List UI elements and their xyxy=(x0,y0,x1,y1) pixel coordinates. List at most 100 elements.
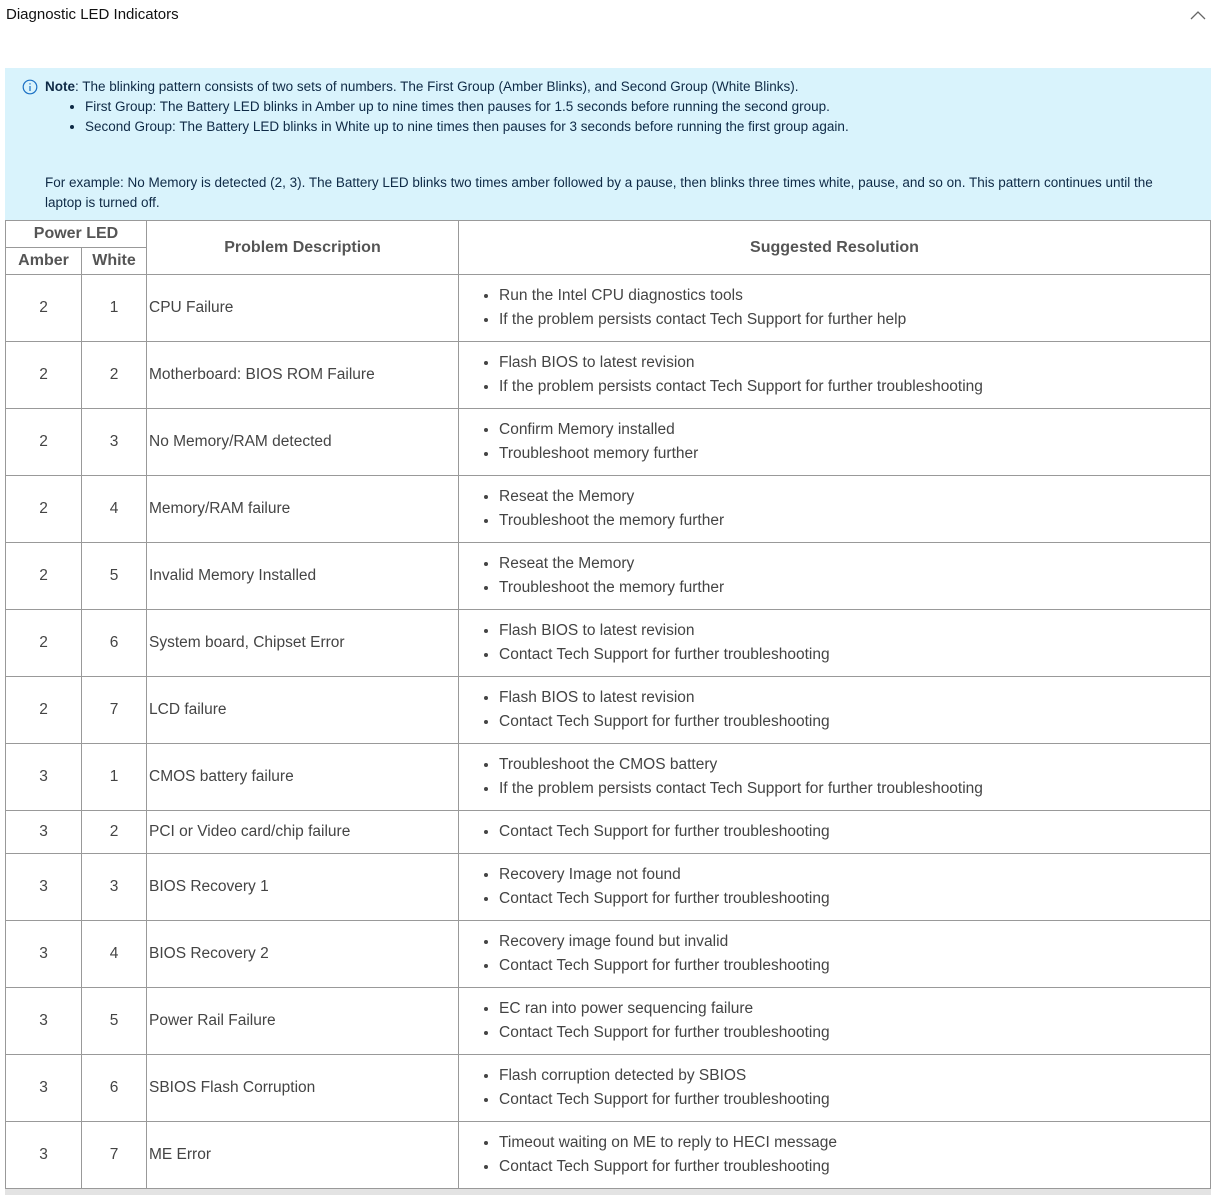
resolution-item: Troubleshoot memory further xyxy=(499,442,1210,466)
header-white: White xyxy=(81,247,147,275)
resolution-item: Confirm Memory installed xyxy=(499,418,1210,442)
amber-count: 3 xyxy=(5,743,82,811)
white-count: 2 xyxy=(81,810,147,854)
header-problem: Problem Description xyxy=(146,220,459,275)
info-icon xyxy=(22,79,38,95)
white-count: 5 xyxy=(81,987,147,1055)
resolution-item: Contact Tech Support for further trouble… xyxy=(499,1088,1210,1112)
suggested-resolution: Reseat the MemoryTroubleshoot the memory… xyxy=(458,475,1211,543)
resolution-item: Flash BIOS to latest revision xyxy=(499,351,1210,375)
white-count: 1 xyxy=(81,743,147,811)
resolution-item: Run the Intel CPU diagnostics tools xyxy=(499,284,1210,308)
amber-count: 3 xyxy=(5,853,82,921)
white-count: 2 xyxy=(81,341,147,409)
note-box: Note: The blinking pattern consists of t… xyxy=(5,68,1211,220)
problem-description: Invalid Memory Installed xyxy=(146,542,459,610)
white-count: 4 xyxy=(81,475,147,543)
suggested-resolution: Flash corruption detected by SBIOSContac… xyxy=(458,1054,1211,1122)
resolution-item: Flash BIOS to latest revision xyxy=(499,686,1210,710)
problem-description: CMOS battery failure xyxy=(146,743,459,811)
diagnostic-table: Power LED Problem Description Suggested … xyxy=(5,220,1211,1189)
problem-description: No Memory/RAM detected xyxy=(146,408,459,476)
problem-description: ME Error xyxy=(146,1121,459,1189)
suggested-resolution: Timeout waiting on ME to reply to HECI m… xyxy=(458,1121,1211,1189)
amber-count: 2 xyxy=(5,676,82,744)
amber-count: 3 xyxy=(5,1121,82,1189)
amber-count: 2 xyxy=(5,408,82,476)
white-count: 7 xyxy=(81,1121,147,1189)
resolution-item: If the problem persists contact Tech Sup… xyxy=(499,308,1210,332)
suggested-resolution: Run the Intel CPU diagnostics toolsIf th… xyxy=(458,274,1211,342)
resolution-item: Recovery image found but invalid xyxy=(499,930,1210,954)
suggested-resolution: Contact Tech Support for further trouble… xyxy=(458,810,1211,854)
white-count: 6 xyxy=(81,1054,147,1122)
chevron-up-icon[interactable] xyxy=(1190,8,1206,24)
white-count: 7 xyxy=(81,676,147,744)
problem-description: CPU Failure xyxy=(146,274,459,342)
problem-description: Power Rail Failure xyxy=(146,987,459,1055)
suggested-resolution: Flash BIOS to latest revisionIf the prob… xyxy=(458,341,1211,409)
header-power-led: Power LED xyxy=(5,220,147,248)
amber-count: 2 xyxy=(5,274,82,342)
resolution-item: Contact Tech Support for further trouble… xyxy=(499,954,1210,978)
resolution-item: EC ran into power sequencing failure xyxy=(499,997,1210,1021)
horizontal-scrollbar[interactable] xyxy=(5,1189,1211,1195)
suggested-resolution: Reseat the MemoryTroubleshoot the memory… xyxy=(458,542,1211,610)
white-count: 3 xyxy=(81,408,147,476)
amber-count: 2 xyxy=(5,341,82,409)
white-count: 6 xyxy=(81,609,147,677)
resolution-item: Troubleshoot the CMOS battery xyxy=(499,753,1210,777)
resolution-item: Contact Tech Support for further trouble… xyxy=(499,710,1210,734)
amber-count: 2 xyxy=(5,475,82,543)
note-bullet: Second Group: The Battery LED blinks in … xyxy=(85,117,1211,137)
suggested-resolution: Flash BIOS to latest revisionContact Tec… xyxy=(458,676,1211,744)
amber-count: 3 xyxy=(5,987,82,1055)
resolution-item: Flash BIOS to latest revision xyxy=(499,619,1210,643)
amber-count: 2 xyxy=(5,542,82,610)
amber-count: 3 xyxy=(5,810,82,854)
problem-description: PCI or Video card/chip failure xyxy=(146,810,459,854)
problem-description: BIOS Recovery 2 xyxy=(146,920,459,988)
resolution-item: Contact Tech Support for further trouble… xyxy=(499,643,1210,667)
problem-description: System board, Chipset Error xyxy=(146,609,459,677)
note-bullets: First Group: The Battery LED blinks in A… xyxy=(45,97,1211,137)
note-example: For example: No Memory is detected (2, 3… xyxy=(45,175,1153,210)
amber-count: 2 xyxy=(5,609,82,677)
amber-count: 3 xyxy=(5,1054,82,1122)
resolution-item: Contact Tech Support for further trouble… xyxy=(499,1155,1210,1179)
section-title: Diagnostic LED Indicators xyxy=(6,6,179,23)
resolution-item: Contact Tech Support for further trouble… xyxy=(499,887,1210,911)
white-count: 4 xyxy=(81,920,147,988)
resolution-item: Recovery Image not found xyxy=(499,863,1210,887)
white-count: 3 xyxy=(81,853,147,921)
resolution-item: Contact Tech Support for further trouble… xyxy=(499,820,1210,844)
resolution-item: If the problem persists contact Tech Sup… xyxy=(499,375,1210,399)
resolution-item: Reseat the Memory xyxy=(499,552,1210,576)
note-text: Note: The blinking pattern consists of t… xyxy=(45,79,799,94)
white-count: 5 xyxy=(81,542,147,610)
resolution-item: Flash corruption detected by SBIOS xyxy=(499,1064,1210,1088)
suggested-resolution: Flash BIOS to latest revisionContact Tec… xyxy=(458,609,1211,677)
resolution-item: Timeout waiting on ME to reply to HECI m… xyxy=(499,1131,1210,1155)
header-amber: Amber xyxy=(5,247,82,275)
amber-count: 3 xyxy=(5,920,82,988)
resolution-item: If the problem persists contact Tech Sup… xyxy=(499,777,1210,801)
problem-description: LCD failure xyxy=(146,676,459,744)
note-label: Note xyxy=(45,79,75,94)
suggested-resolution: EC ran into power sequencing failureCont… xyxy=(458,987,1211,1055)
problem-description: Motherboard: BIOS ROM Failure xyxy=(146,341,459,409)
suggested-resolution: Troubleshoot the CMOS batteryIf the prob… xyxy=(458,743,1211,811)
